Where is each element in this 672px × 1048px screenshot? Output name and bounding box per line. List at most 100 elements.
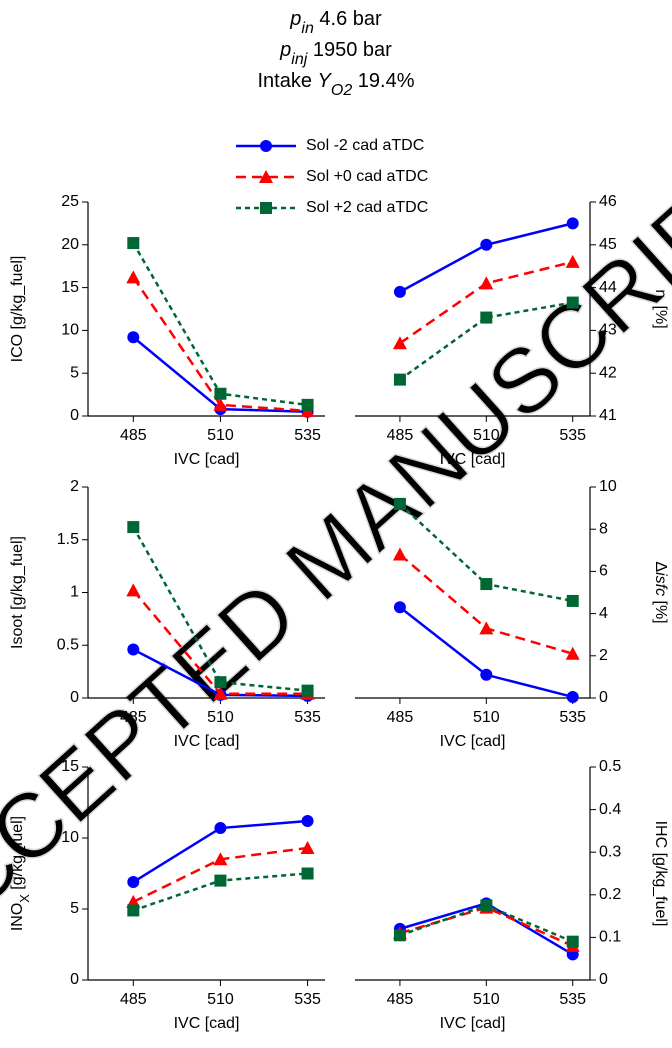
y-tick-label: 0.5 [57, 636, 79, 653]
y-tick-label: 10 [61, 322, 79, 339]
marker [479, 621, 494, 635]
y-tick-label: 0.5 [599, 758, 621, 775]
y-axis-label: IHC [g/kg_fuel] [652, 821, 669, 927]
x-tick-label: 485 [120, 709, 147, 726]
y-tick-label: 0.2 [599, 886, 621, 903]
marker [213, 397, 228, 411]
marker [480, 311, 493, 324]
y-tick-label: 0 [599, 971, 608, 988]
y-tick-label: 1 [70, 584, 79, 601]
x-tick-label: 485 [387, 427, 414, 444]
x-tick-label: 485 [387, 709, 414, 726]
text-part: Y [318, 70, 333, 92]
x-tick-label: 535 [559, 427, 586, 444]
marker [393, 373, 406, 386]
x-axis-label: IVC [cad] [440, 733, 506, 750]
y-axis-label: ICO [g/kg_fuel] [9, 256, 26, 363]
y-tick-label: 1.5 [57, 531, 79, 548]
text-part: Isoot [g/kg_fuel] [9, 536, 26, 649]
marker [566, 935, 579, 948]
x-tick-label: 485 [387, 991, 414, 1008]
x-tick-label: 485 [120, 427, 147, 444]
y-tick-label: 0.3 [599, 843, 621, 860]
marker [214, 387, 227, 400]
text-part: 1950 bar [307, 39, 392, 61]
y-tick-label: 45 [599, 236, 617, 253]
text-part: IHC [g/kg_fuel] [652, 821, 669, 927]
marker [566, 217, 579, 230]
y-tick-label: 44 [599, 279, 617, 296]
marker [126, 270, 141, 284]
y-tick-label: 10 [61, 829, 79, 846]
text-part: 19.4% [352, 70, 414, 92]
legend-label: Sol +0 cad aTDC [306, 168, 428, 185]
y-tick-label: 41 [599, 407, 617, 424]
text-part: η [652, 289, 669, 298]
marker [566, 690, 579, 703]
series-line [399, 906, 574, 948]
y-tick-label: 2 [599, 647, 608, 664]
marker [392, 336, 407, 350]
marker [259, 170, 273, 183]
marker [300, 840, 315, 854]
y-tick-label: 4 [599, 605, 608, 622]
marker [127, 331, 140, 344]
marker [260, 140, 272, 152]
text-part: Intake [258, 70, 318, 92]
y-tick-label: 0 [70, 407, 79, 424]
marker [126, 583, 141, 597]
text-part: in [301, 20, 314, 37]
text-part: [%] [652, 596, 669, 624]
x-axis-label: IVC [cad] [174, 451, 240, 468]
marker [301, 684, 314, 697]
marker [392, 547, 407, 561]
marker [214, 676, 227, 689]
y-tick-label: 0 [599, 689, 608, 706]
y-tick-label: 5 [70, 364, 79, 381]
x-tick-label: 510 [207, 991, 234, 1008]
marker [566, 594, 579, 607]
marker [301, 814, 314, 827]
legend-label: Sol +2 cad aTDC [306, 199, 428, 216]
y-tick-label: 0 [70, 971, 79, 988]
text-part: inj [291, 51, 307, 68]
text-part: p [279, 39, 291, 61]
series-line [132, 526, 308, 692]
y-tick-label: 0.4 [599, 801, 621, 818]
x-tick-label: 535 [294, 427, 321, 444]
marker [566, 296, 579, 309]
title-line: pinj 1950 bar [279, 39, 392, 67]
marker [393, 285, 406, 298]
y-tick-label: 46 [599, 193, 617, 210]
x-tick-label: 510 [207, 427, 234, 444]
series-line [399, 553, 574, 655]
text-part: 4.6 bar [314, 8, 382, 30]
y-tick-label: 6 [599, 563, 608, 580]
title-line: pin 4.6 bar [289, 8, 382, 36]
text-part: X [17, 894, 32, 903]
y-axis-label: ηi [%] [646, 289, 669, 328]
x-tick-label: 535 [294, 991, 321, 1008]
x-tick-label: 510 [207, 709, 234, 726]
x-tick-label: 510 [473, 709, 500, 726]
y-tick-label: 42 [599, 364, 617, 381]
text-part: i [646, 298, 661, 301]
text-part: p [289, 8, 301, 30]
y-axis-label: Isoot [g/kg_fuel] [9, 536, 26, 649]
y-tick-label: 43 [599, 322, 617, 339]
x-axis-label: IVC [cad] [174, 733, 240, 750]
text-part: [g/kg_fuel] [9, 816, 26, 894]
marker [565, 254, 580, 268]
text-part: O2 [331, 82, 352, 99]
marker [301, 867, 314, 880]
marker [127, 876, 140, 889]
marker [213, 852, 228, 866]
marker [260, 202, 272, 214]
marker [393, 601, 406, 614]
marker [480, 668, 493, 681]
y-tick-label: 15 [61, 758, 79, 775]
series-line [399, 606, 574, 699]
y-axis-label: INOX [g/kg_fuel] [9, 816, 32, 931]
x-tick-label: 535 [294, 709, 321, 726]
